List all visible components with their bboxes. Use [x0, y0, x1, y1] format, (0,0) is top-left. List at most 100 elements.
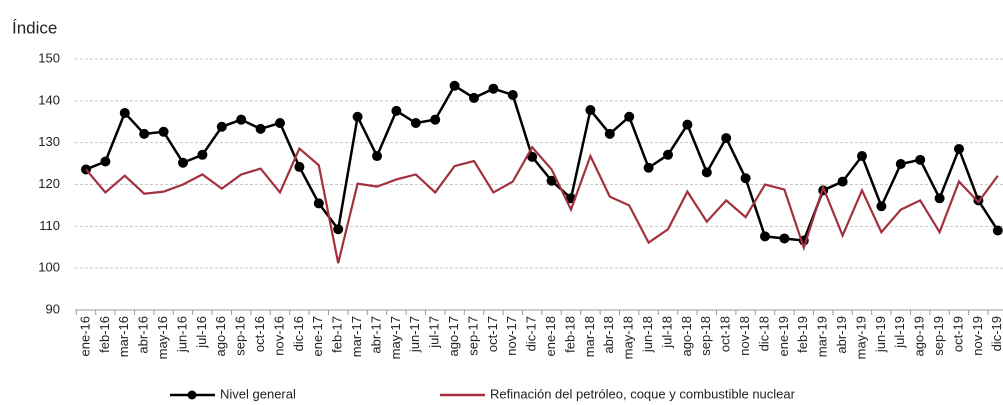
- marker: [663, 149, 673, 160]
- x-tick-label: oct-17: [485, 316, 500, 352]
- x-tick-label: may-16: [155, 316, 170, 359]
- marker: [934, 193, 945, 204]
- marker: [313, 198, 324, 209]
- x-tick-label: oct-19: [950, 316, 965, 352]
- x-tick-label: jun-18: [640, 316, 655, 353]
- marker: [915, 154, 926, 165]
- y-tick-label: 150: [38, 50, 60, 65]
- legend-marker: [187, 390, 197, 400]
- series-line: [85, 145, 999, 264]
- x-tick-label: may-18: [621, 316, 636, 359]
- x-tick-label: ago-16: [213, 316, 228, 356]
- x-tick-label: feb-16: [97, 316, 112, 353]
- marker: [216, 121, 227, 132]
- marker: [158, 126, 169, 137]
- marker: [624, 111, 635, 122]
- x-tick-label: oct-18: [718, 316, 733, 352]
- y-tick-label: 110: [39, 218, 60, 233]
- marker: [469, 92, 479, 103]
- marker: [760, 231, 770, 242]
- marker: [139, 128, 150, 139]
- x-tick-label: dic-19: [989, 316, 1003, 351]
- x-tick-label: ago-18: [679, 316, 694, 356]
- x-tick-label: jun-17: [407, 316, 422, 353]
- marker: [740, 173, 751, 184]
- x-tick-label: oct-16: [252, 316, 267, 352]
- x-tick-label: feb-18: [562, 316, 577, 353]
- x-tick-label: ene-19: [776, 316, 791, 356]
- x-tick-label: dic-16: [291, 316, 306, 351]
- marker: [701, 167, 712, 178]
- x-tick-label: jun-16: [174, 316, 189, 353]
- marker: [527, 151, 538, 162]
- marker: [488, 83, 499, 94]
- marker: [430, 114, 441, 125]
- marker: [837, 176, 848, 187]
- marker: [255, 123, 266, 134]
- x-tick-label: ene-17: [310, 316, 325, 356]
- x-tick-label: may-17: [388, 316, 403, 359]
- x-tick-label: jul-17: [427, 316, 442, 349]
- marker: [507, 89, 518, 100]
- x-tick-label: mar-16: [116, 316, 131, 357]
- marker: [236, 114, 247, 125]
- x-tick-label: nov-16: [271, 316, 286, 356]
- marker: [449, 80, 460, 91]
- x-tick-label: sep-19: [931, 316, 946, 356]
- marker: [585, 105, 596, 116]
- legend-label: Refinación del petróleo, coque y combust…: [490, 386, 796, 401]
- y-tick-label: 100: [38, 260, 60, 275]
- x-tick-label: nov-17: [504, 316, 519, 356]
- marker: [682, 119, 693, 130]
- marker: [895, 159, 906, 170]
- x-tick-label: jul-18: [659, 316, 674, 349]
- y-tick-label: 90: [46, 301, 60, 316]
- marker: [352, 111, 363, 122]
- y-tick-label: 130: [38, 134, 60, 149]
- x-tick-label: ene-16: [77, 316, 92, 356]
- x-tick-label: ago-17: [446, 316, 461, 356]
- x-tick-label: sep-16: [233, 316, 248, 356]
- marker: [410, 118, 421, 129]
- marker: [604, 128, 615, 139]
- y-tick-label: 120: [38, 176, 60, 191]
- marker: [779, 233, 790, 244]
- marker: [100, 156, 111, 167]
- x-tick-label: abr-16: [136, 316, 151, 354]
- y-axis-label: Índice: [12, 18, 57, 37]
- marker: [178, 157, 188, 168]
- x-tick-label: jul-19: [892, 316, 907, 349]
- marker: [857, 151, 867, 162]
- marker: [391, 105, 402, 116]
- x-tick-label: nov-19: [970, 316, 985, 356]
- y-tick-label: 140: [38, 92, 60, 107]
- legend-label: Nivel general: [220, 386, 296, 401]
- marker: [333, 224, 344, 235]
- x-tick-label: jul-16: [194, 316, 209, 349]
- x-tick-label: mar-18: [582, 316, 597, 357]
- marker: [992, 225, 1003, 236]
- x-tick-label: feb-17: [330, 316, 345, 353]
- marker: [721, 133, 732, 144]
- x-tick-label: dic-18: [756, 316, 771, 351]
- marker: [954, 143, 964, 154]
- marker: [546, 175, 557, 186]
- x-tick-label: sep-18: [698, 316, 713, 356]
- x-tick-label: may-19: [853, 316, 868, 359]
- marker: [275, 118, 285, 129]
- x-tick-label: abr-17: [368, 316, 383, 354]
- marker: [876, 201, 887, 212]
- x-tick-label: feb-19: [795, 316, 810, 353]
- x-tick-label: abr-19: [834, 316, 849, 354]
- series-line: [85, 84, 999, 242]
- marker: [643, 162, 654, 173]
- x-tick-label: ene-18: [543, 316, 558, 356]
- x-tick-label: mar-17: [349, 316, 364, 357]
- x-tick-label: jun-19: [873, 316, 888, 353]
- x-tick-label: ago-19: [912, 316, 927, 356]
- x-tick-label: mar-19: [815, 316, 830, 357]
- x-tick-label: abr-18: [601, 316, 616, 354]
- marker: [119, 107, 130, 118]
- marker: [197, 149, 208, 160]
